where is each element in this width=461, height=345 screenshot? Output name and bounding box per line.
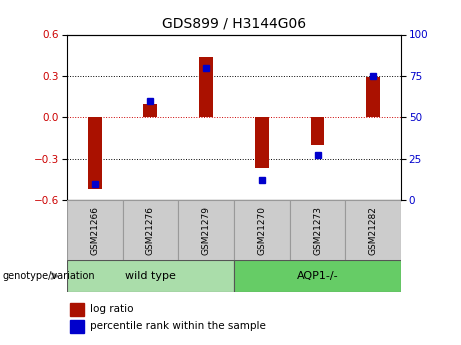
Text: AQP1-/-: AQP1-/-	[297, 271, 338, 281]
Text: percentile rank within the sample: percentile rank within the sample	[90, 322, 266, 331]
Bar	[290, 200, 345, 260]
Bar	[67, 260, 234, 292]
Text: GSM21276: GSM21276	[146, 206, 155, 255]
Text: wild type: wild type	[125, 271, 176, 281]
Bar	[143, 104, 157, 117]
Bar	[255, 117, 269, 168]
Bar	[178, 200, 234, 260]
Bar	[88, 117, 102, 189]
Bar	[234, 260, 401, 292]
Title: GDS899 / H3144G06: GDS899 / H3144G06	[162, 17, 306, 31]
Bar	[366, 77, 380, 117]
Text: GSM21279: GSM21279	[201, 206, 211, 255]
Bar	[234, 200, 290, 260]
Text: GSM21282: GSM21282	[369, 206, 378, 255]
Text: genotype/variation: genotype/variation	[2, 271, 95, 281]
Text: GSM21270: GSM21270	[257, 206, 266, 255]
Bar	[70, 320, 83, 333]
Text: log ratio: log ratio	[90, 304, 134, 314]
Text: GSM21273: GSM21273	[313, 206, 322, 255]
Bar	[199, 57, 213, 117]
Bar	[70, 303, 83, 316]
Bar	[123, 200, 178, 260]
Text: GSM21266: GSM21266	[90, 206, 99, 255]
Bar	[67, 200, 123, 260]
Bar	[345, 200, 401, 260]
Bar	[311, 117, 325, 145]
